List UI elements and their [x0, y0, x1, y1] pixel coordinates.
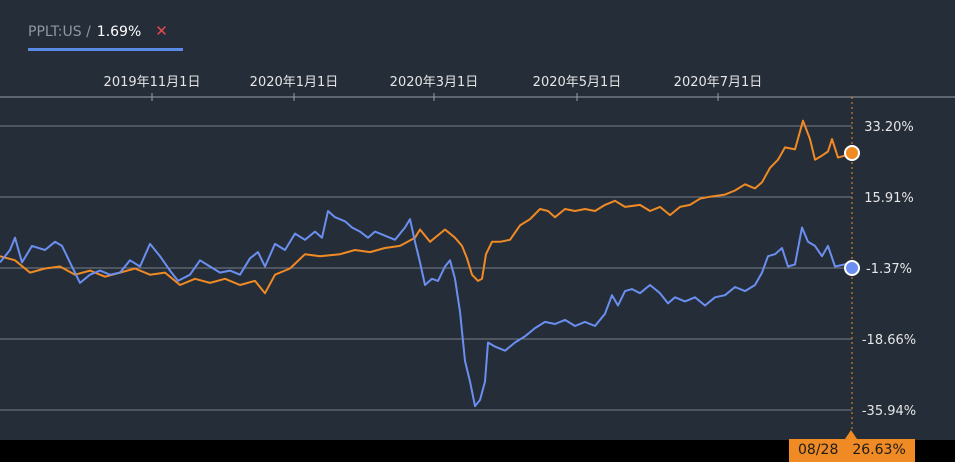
- crosshair-readout: 08/28 26.63%: [789, 439, 915, 462]
- y-tick-label: -35.94%: [862, 404, 916, 419]
- series-line-1: [0, 119, 853, 295]
- legend-percent: 1.69%: [96, 24, 142, 40]
- series-end-marker-2: [844, 260, 860, 276]
- x-tick-label: 2020年1月1日: [250, 75, 339, 90]
- x-tick-label: 2019年11月1日: [104, 75, 201, 90]
- series-legend: PPLT:US / 1.69% ✕: [28, 22, 168, 40]
- line-chart[interactable]: 2019年11月1日 2020年1月1日 2020年3月1日 2020年5月1日 202…: [0, 0, 955, 440]
- series-end-marker-1: [844, 144, 860, 161]
- y-tick-label: 15.91%: [864, 191, 914, 206]
- series-line-2: [0, 210, 853, 408]
- crosshair-value: 26.63%: [852, 442, 906, 458]
- y-tick-label: -18.66%: [862, 333, 916, 348]
- x-tick-label: 2020年7月1日: [674, 75, 763, 90]
- crosshair-caret: [845, 430, 857, 439]
- x-tick-label: 2020年3月1日: [390, 75, 479, 90]
- legend-ticker: PPLT:US /: [28, 24, 91, 40]
- bottom-axis-bar: [0, 440, 955, 462]
- x-tick-label: 2020年5月1日: [533, 75, 622, 90]
- y-tick-label: 33.20%: [864, 120, 914, 135]
- legend-underline: [28, 48, 183, 51]
- y-tick-label: -1.37%: [866, 262, 912, 277]
- crosshair-date: 08/28: [798, 442, 839, 458]
- remove-series-close-icon[interactable]: ✕: [155, 22, 168, 40]
